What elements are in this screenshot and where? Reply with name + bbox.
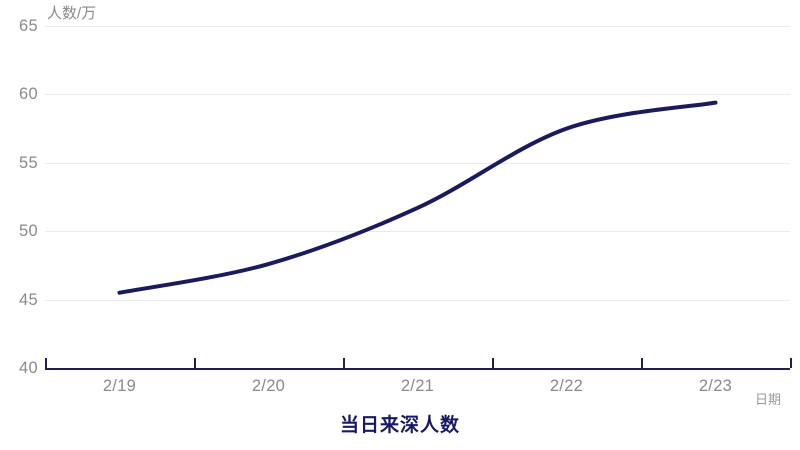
x-axis-tick-mark [641,358,643,368]
x-axis-unit-label: 日期 [755,392,782,407]
x-axis-tick-mark [790,358,792,368]
y-axis-tick-label: 50 [19,221,38,240]
gridline [45,94,790,96]
x-axis-tick-label: 2/20 [251,377,286,395]
y-axis-tick-label: 55 [19,153,38,172]
gridline [45,299,790,301]
x-axis-tick-mark [45,358,47,368]
x-axis-line [45,368,790,370]
y-axis-tick-label: 45 [19,290,38,309]
x-axis-tick-label: 2/23 [698,377,733,395]
x-axis-tick-mark [343,358,345,368]
chart-title: 当日来深人数 [339,415,460,436]
line-path [117,100,718,295]
y-axis-tick-label: 40 [19,358,38,377]
x-axis-tick-label: 2/19 [102,377,137,395]
gridline [45,162,790,164]
y-axis-tick-label: 60 [19,85,38,104]
x-axis-tick-mark [492,358,494,368]
y-axis-tick-label: 65 [19,16,38,35]
x-axis-tick-label: 2/22 [549,377,584,395]
y-axis: 40 45 50 55 60 65 [0,0,38,450]
y-axis-unit-label: 人数/万 [47,5,97,22]
gridline [45,231,790,233]
gridline [45,26,790,27]
x-axis-tick-mark [194,358,196,368]
x-axis-tick-label: 2/21 [400,377,435,395]
